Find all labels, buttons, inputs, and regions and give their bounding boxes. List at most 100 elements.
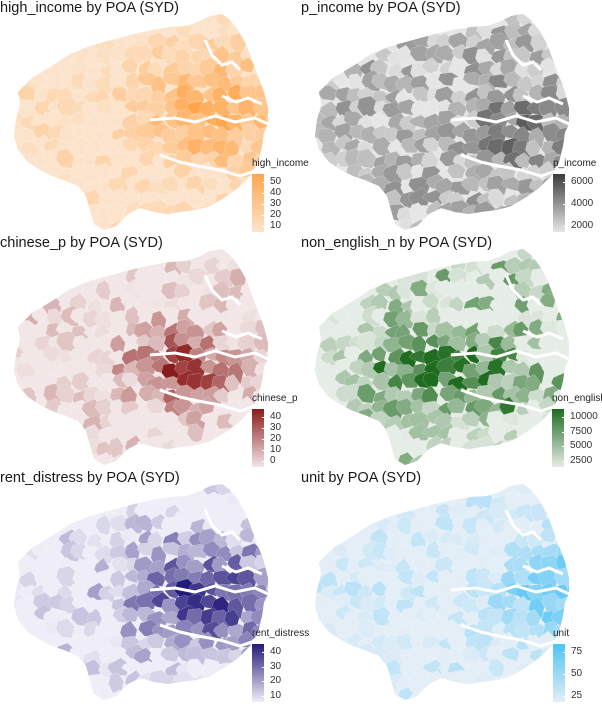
panel-title: high_income by POA (SYD) [0, 0, 179, 16]
postcode-area [539, 57, 556, 73]
postcode-area [396, 514, 413, 536]
legend-tick-mark [562, 446, 564, 448]
postcode-area [133, 279, 155, 298]
legend-tick-mark [563, 696, 565, 697]
postcode-area [145, 163, 165, 179]
legend-tick-mark [262, 666, 264, 668]
postcode-area [121, 372, 140, 387]
legend-tick-label: 6000 [571, 176, 594, 187]
legend-tick-label: 50 [270, 176, 282, 187]
water-body [149, 349, 269, 361]
postcode-area [501, 646, 523, 662]
postcode-area [121, 607, 140, 622]
water-body [450, 349, 570, 361]
postcode-area [356, 148, 377, 169]
postcode-area [395, 309, 416, 329]
postcode-area [422, 659, 446, 675]
postcode-area [212, 99, 235, 116]
postcode-area [446, 633, 466, 649]
postcode-area [501, 176, 523, 192]
legend-tick-label: 10 [270, 690, 282, 701]
legend-tick-mark [262, 681, 264, 683]
postcode-area [396, 279, 413, 301]
postcode-area [424, 98, 441, 114]
postcode-area [107, 657, 131, 676]
legend: non_english 10000 7500 5000 2500 [552, 393, 602, 473]
postcode-area [160, 411, 180, 428]
legend-color-bar [553, 644, 565, 702]
postcode-area [446, 398, 466, 414]
postcode-area [356, 618, 377, 639]
legend-tick-label: 5000 [570, 440, 593, 452]
postcode-area [436, 121, 459, 140]
legend: p_income 6000 4000 2000 [553, 158, 601, 238]
postcode-area [516, 662, 537, 678]
legend-tick-mark [562, 431, 564, 433]
legend-tick-mark [563, 674, 565, 675]
legend-tick-mark [262, 450, 264, 451]
legend-tick-label: 40 [270, 646, 282, 657]
postcode-area [436, 591, 459, 610]
water-body [221, 329, 263, 341]
water-body [149, 114, 269, 126]
water-body [450, 114, 570, 126]
legend: high_income 50 40 30 20 10 [252, 158, 309, 238]
legend-title: unit [553, 628, 570, 639]
legend-tick-label: 30 [270, 660, 282, 672]
legend-title: non_english [552, 393, 602, 404]
postcode-area [111, 86, 130, 102]
postcode-area [434, 279, 456, 298]
postcode-area [238, 292, 255, 308]
legend-title: rent_distress [252, 628, 310, 639]
water-body [159, 153, 259, 178]
legend-tick-mark [262, 417, 264, 418]
panel-title: rent_distress by POA (SYD) [0, 470, 180, 486]
panel-title: chinese_p by POA (SYD) [0, 235, 163, 251]
legend-title: chinese_p [252, 393, 298, 404]
postcode-area [200, 646, 222, 662]
postcode-area [212, 334, 235, 351]
postcode-area [566, 583, 569, 598]
legend: unit 75 50 25 [553, 628, 601, 708]
legend-title: p_income [553, 158, 597, 169]
legend-tick-label: 10 [270, 220, 282, 231]
legend-tick-label: 0 [270, 455, 276, 466]
panel-title: unit by POA (SYD) [301, 470, 422, 486]
water-body [203, 274, 242, 307]
postcode-area [526, 191, 547, 210]
legend-tick-mark [262, 182, 264, 183]
water-body [522, 564, 564, 576]
postcode-area [265, 348, 268, 363]
legend-tick-label: 4000 [571, 198, 594, 209]
postcode-area [422, 424, 446, 440]
legend-color-bar [252, 409, 264, 467]
legend-tick-mark [563, 182, 565, 183]
map-panel-p-income: p_income by POA (SYD) p_income 6000 4000 2… [301, 0, 602, 235]
choropleth-map [14, 249, 269, 465]
postcode-area [55, 148, 76, 169]
postcode-area [408, 187, 432, 206]
choropleth-map [315, 14, 570, 230]
postcode-area [238, 57, 255, 73]
postcode-area [412, 86, 431, 102]
legend-tick-label: 40 [270, 187, 282, 198]
postcode-area [499, 674, 523, 694]
postcode-area [516, 427, 537, 443]
postcode-area [123, 333, 140, 349]
postcode-area [225, 661, 246, 680]
choropleth-map [14, 14, 269, 230]
postcode-area [395, 544, 416, 564]
postcode-area [422, 372, 441, 387]
postcode-area [539, 527, 556, 543]
map-panel-rent-distress: rent_distress by POA (SYD) rent_distress… [0, 470, 309, 705]
panel-title: p_income by POA (SYD) [301, 0, 461, 16]
postcode-area [55, 383, 76, 404]
postcode-area [395, 74, 416, 94]
legend-color-bar [252, 174, 264, 232]
postcode-area [461, 411, 481, 428]
postcode-area [99, 607, 120, 624]
map-panel-chinese-p: chinese_p by POA (SYD) chinese_p 40 30 20 1… [0, 235, 301, 470]
postcode-area [400, 372, 421, 389]
postcode-area [424, 568, 441, 584]
postcode-area [499, 439, 523, 459]
